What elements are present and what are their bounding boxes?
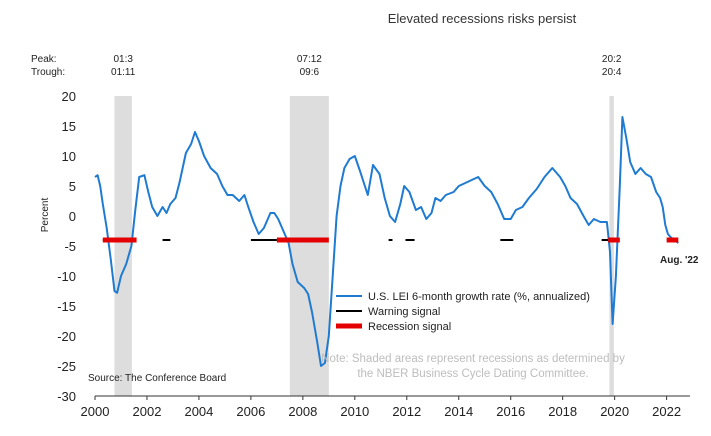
peak-label: Peak: bbox=[31, 54, 57, 65]
source-text: Source: The Conference Board bbox=[88, 373, 226, 384]
x-tick-3: 2006 bbox=[236, 404, 265, 419]
end-label: Aug. '22 bbox=[660, 255, 699, 266]
recession-peak-0: 01:3 bbox=[113, 54, 133, 65]
recession-peak-1: 07:12 bbox=[297, 54, 322, 65]
recession-shading bbox=[114, 96, 614, 396]
recession-band-1 bbox=[289, 96, 329, 396]
y-axis-label: Percent bbox=[40, 198, 51, 233]
legend-label-lei: U.S. LEI 6-month growth rate (%, annuali… bbox=[368, 291, 590, 303]
y-tick-0: 20 bbox=[62, 89, 76, 104]
x-tick-10: 2020 bbox=[600, 404, 629, 419]
y-tick-9: -25 bbox=[57, 359, 76, 374]
x-tick-2: 2004 bbox=[184, 404, 213, 419]
x-axis: 2000 2002 2004 2006 2008 2010 2012 2014 2016 2018… bbox=[81, 396, 681, 419]
x-tick-8: 2016 bbox=[496, 404, 525, 419]
legend-label-recession: Recession signal bbox=[368, 321, 451, 333]
y-tick-10: -30 bbox=[57, 389, 76, 404]
x-tick-5: 2010 bbox=[340, 404, 369, 419]
recession-trough-1: 09:6 bbox=[300, 67, 320, 78]
legend: U.S. LEI 6-month growth rate (%, annuali… bbox=[336, 291, 590, 333]
y-tick-8: -20 bbox=[57, 329, 76, 344]
y-tick-4: 0 bbox=[69, 209, 76, 224]
y-tick-2: 10 bbox=[62, 149, 76, 164]
recession-band-0 bbox=[114, 96, 132, 396]
x-tick-11: 2022 bbox=[652, 404, 681, 419]
recession-labels: 01:3 01:11 07:12 09:6 20:2 20:4 bbox=[111, 54, 622, 78]
x-tick-9: 2018 bbox=[548, 404, 577, 419]
lei-series-line bbox=[94, 116, 679, 367]
x-tick-4: 2008 bbox=[288, 404, 317, 419]
y-tick-1: 15 bbox=[62, 119, 76, 134]
x-tick-7: 2014 bbox=[444, 404, 473, 419]
y-tick-3: 5 bbox=[69, 179, 76, 194]
note-line-2: the NBER Business Cycle Dating Committee… bbox=[357, 368, 588, 380]
recession-peak-2: 20:2 bbox=[602, 54, 622, 65]
x-tick-1: 2002 bbox=[133, 404, 162, 419]
x-tick-0: 2000 bbox=[81, 404, 110, 419]
recession-trough-2: 20:4 bbox=[602, 67, 622, 78]
note-line-1: Note: Shaded areas represent recessions … bbox=[321, 353, 625, 365]
y-tick-5: -5 bbox=[64, 239, 76, 254]
x-tick-6: 2012 bbox=[392, 404, 421, 419]
legend-label-warning: Warning signal bbox=[368, 306, 440, 318]
recession-trough-0: 01:11 bbox=[111, 67, 136, 78]
y-tick-7: -15 bbox=[57, 299, 76, 314]
recession-band-2 bbox=[609, 96, 614, 396]
chart-title: Elevated recessions risks persist bbox=[388, 11, 577, 26]
y-tick-6: -10 bbox=[57, 269, 76, 284]
y-axis: 20 15 10 5 0 -5 -10 -15 -20 -25 -30 bbox=[57, 89, 76, 404]
trough-label: Trough: bbox=[31, 67, 65, 78]
